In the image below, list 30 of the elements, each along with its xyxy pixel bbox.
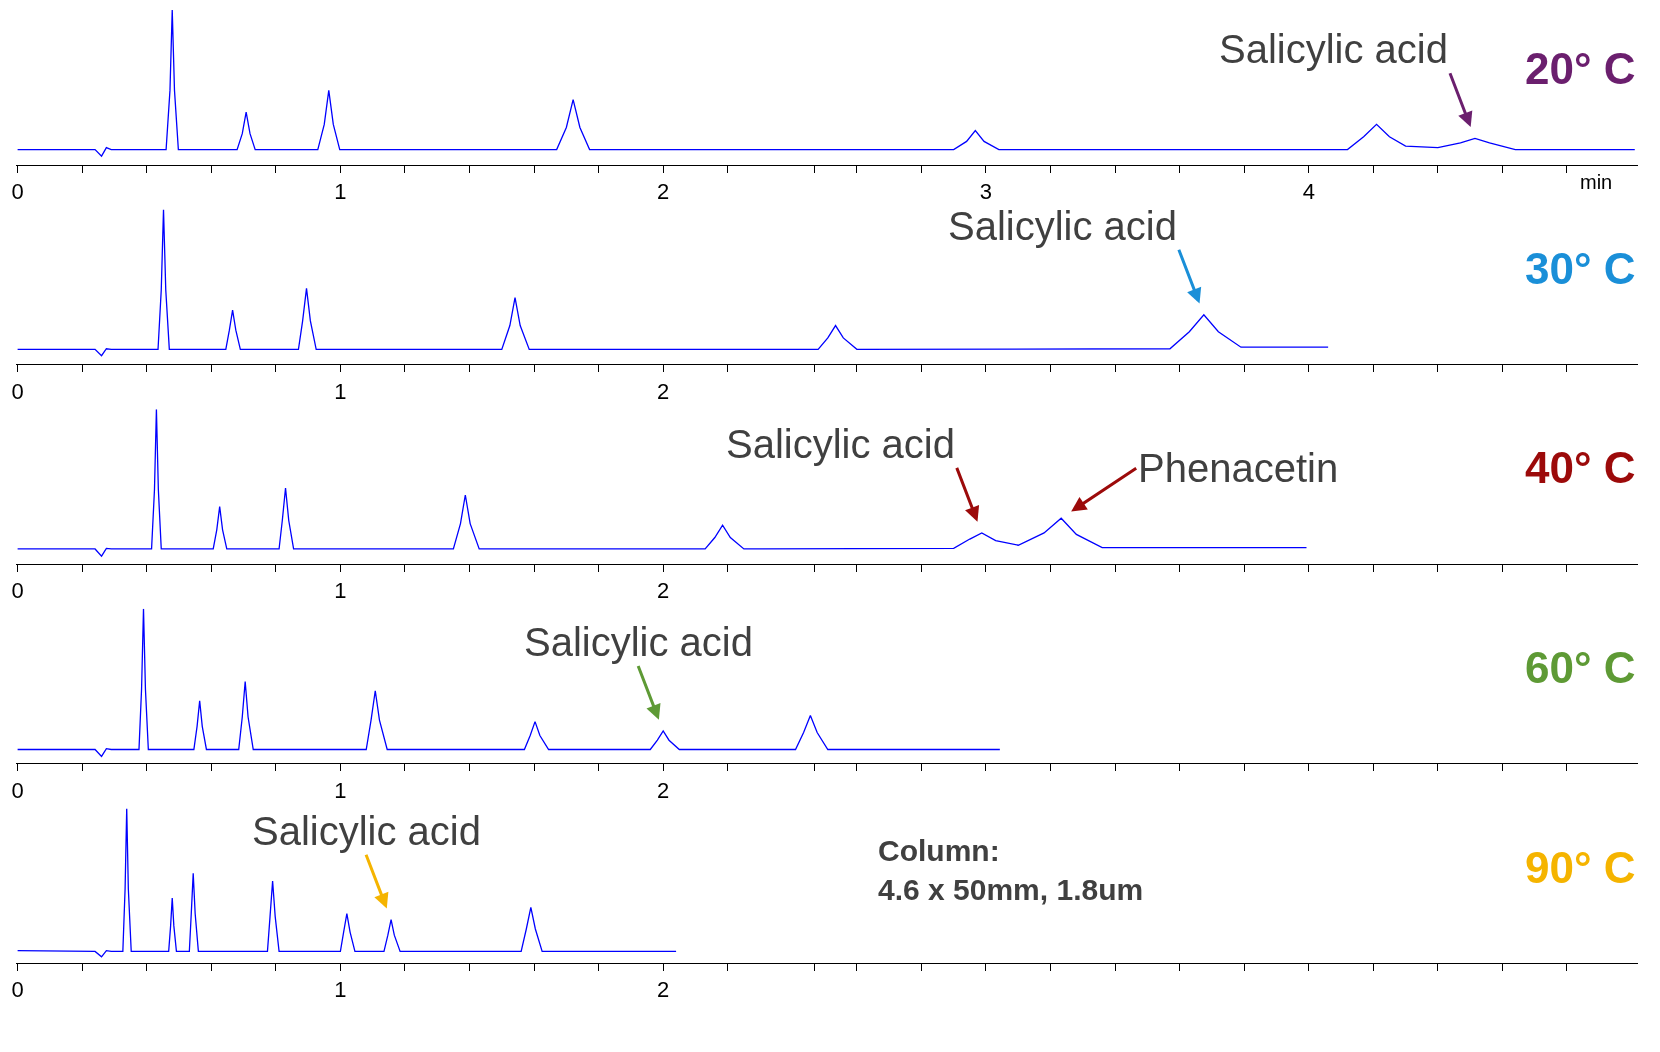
x-tick-label: 1 <box>334 378 347 404</box>
annotation: Salicylic acid <box>252 809 481 853</box>
x-tick-label: 3 <box>979 179 993 204</box>
text: 60° C <box>1525 643 1636 692</box>
x-tick-label: 4 <box>1302 179 1315 204</box>
x-tick-label: 2 <box>657 977 670 1003</box>
x-tick-label: 1 <box>334 578 347 604</box>
text: 20° C <box>1525 44 1636 93</box>
x-tick-label: 0 <box>11 977 24 1003</box>
x-tick-label: 1 <box>334 977 347 1003</box>
text: 40° C <box>1525 443 1636 492</box>
annotation: Phenacetin <box>1138 446 1339 490</box>
x-tick-label: 0 <box>11 378 24 404</box>
x-tick-label: 0 <box>11 777 24 803</box>
x-tick-label: 1 <box>334 179 347 204</box>
annotation: Column: 4.6 x 50mm, 1.8um <box>878 834 1144 906</box>
x-axis-title: min <box>1580 171 1613 193</box>
x-tick-label: 2 <box>657 179 670 204</box>
text: 30° C <box>1525 244 1636 293</box>
annotation: Salicylic acid <box>948 204 1177 248</box>
x-tick-label: 2 <box>657 578 670 604</box>
annotation: Salicylic acid <box>524 620 753 664</box>
x-tick-label: 0 <box>11 578 24 604</box>
x-tick-label: 1 <box>334 777 347 803</box>
text: 90° C <box>1525 843 1636 892</box>
x-tick-label: 2 <box>657 777 670 803</box>
x-tick-label: 0 <box>11 179 24 204</box>
annotation: Salicylic acid <box>1219 27 1448 71</box>
x-tick-label: 2 <box>657 378 670 404</box>
annotation: Salicylic acid <box>726 422 955 466</box>
